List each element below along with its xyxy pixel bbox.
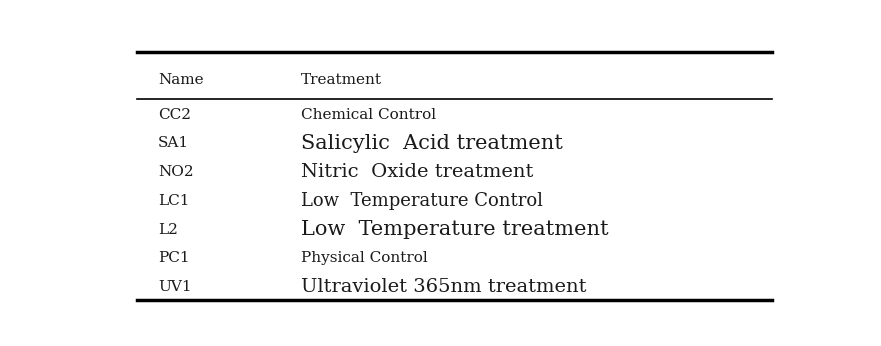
- Text: L2: L2: [158, 222, 178, 237]
- Text: LC1: LC1: [158, 194, 189, 208]
- Text: Name: Name: [158, 73, 204, 87]
- Text: SA1: SA1: [158, 136, 189, 151]
- Text: Treatment: Treatment: [301, 73, 382, 87]
- Text: PC1: PC1: [158, 251, 189, 265]
- Text: Physical Control: Physical Control: [301, 251, 428, 265]
- Text: UV1: UV1: [158, 280, 191, 294]
- Text: Low  Temperature treatment: Low Temperature treatment: [301, 220, 609, 239]
- Text: CC2: CC2: [158, 108, 191, 121]
- Text: Nitric  Oxide treatment: Nitric Oxide treatment: [301, 163, 534, 181]
- Text: NO2: NO2: [158, 165, 194, 179]
- Text: Salicylic  Acid treatment: Salicylic Acid treatment: [301, 134, 563, 153]
- Text: Ultraviolet 365nm treatment: Ultraviolet 365nm treatment: [301, 278, 587, 296]
- Text: Chemical Control: Chemical Control: [301, 108, 436, 121]
- Text: Low  Temperature Control: Low Temperature Control: [301, 192, 544, 210]
